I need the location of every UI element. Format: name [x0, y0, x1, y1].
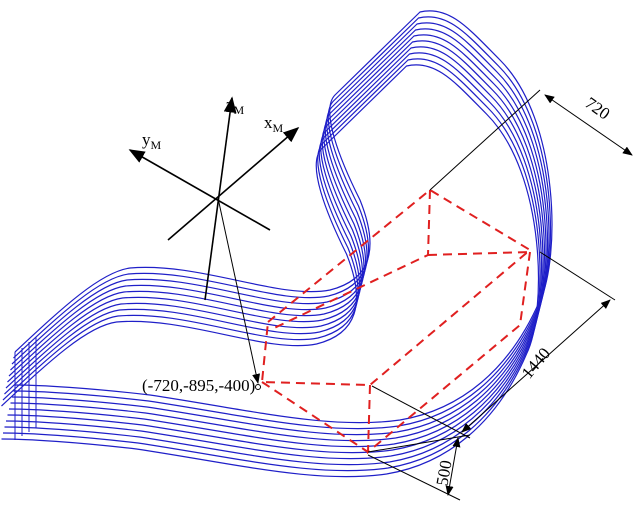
- page: 720 1440 500 zM xM yM (-720,-895,-400) (…: [0, 0, 643, 505]
- ribbon-line: [11, 29, 548, 441]
- point-label: (-720,-895,-400): [142, 376, 255, 395]
- bounding-box: [262, 190, 530, 452]
- dimension-label: 720: [582, 93, 614, 123]
- ribbon: [2, 11, 552, 477]
- dimensions: [368, 90, 632, 500]
- axis-label: yM: [142, 130, 162, 152]
- ribbon-end: [15, 337, 36, 440]
- diagram: 720 1440 500 zM xM yM (-720,-895,-400): [0, 0, 643, 505]
- axis-label: zM: [226, 95, 245, 117]
- dimension-label: 500: [432, 459, 455, 487]
- ribbon-line: [9, 35, 546, 447]
- axis-label: xM: [264, 113, 284, 135]
- ribbon-line: [15, 11, 552, 423]
- ribbon-line: [12, 23, 549, 435]
- point: [256, 385, 261, 390]
